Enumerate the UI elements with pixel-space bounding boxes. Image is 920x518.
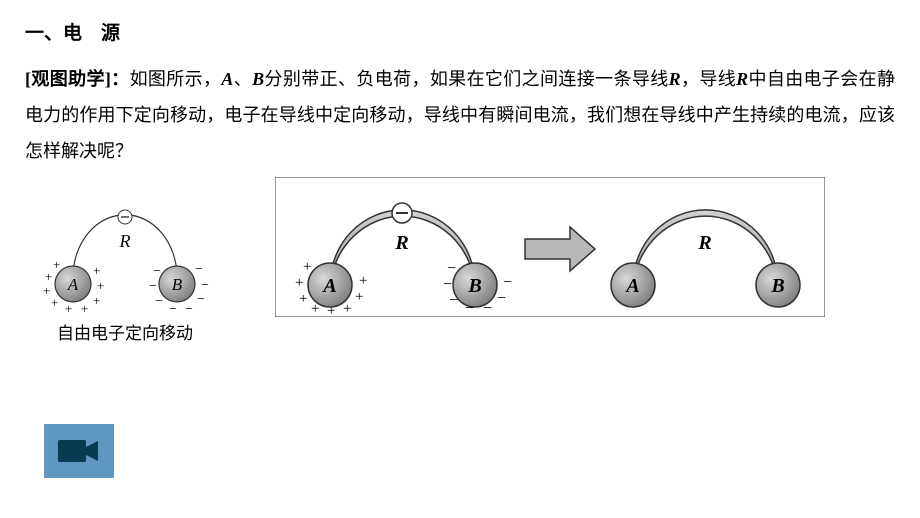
svg-text:−: − xyxy=(153,264,161,279)
svg-text:+: + xyxy=(359,273,367,289)
text-3: ，导线 xyxy=(681,69,736,89)
svg-text:+: + xyxy=(97,278,104,293)
svg-text:−: − xyxy=(497,290,506,307)
svg-text:+: + xyxy=(93,293,100,308)
svg-text:+: + xyxy=(45,269,52,284)
diagram-left: R A + + + + + + + + + B − − − − − − − − xyxy=(25,177,225,344)
svg-text:+: + xyxy=(343,301,351,317)
svg-text:+: + xyxy=(303,259,311,275)
text-1: 如图所示， xyxy=(130,69,222,89)
svg-text:B: B xyxy=(172,275,183,294)
diagram-right: R A + + + + + + + + B − − − − − − − xyxy=(275,177,825,317)
svg-text:A: A xyxy=(321,275,336,297)
svg-text:−: − xyxy=(503,274,512,291)
problem-text: [观图助学]：如图所示，A、B分别带正、负电荷，如果在它们之间连接一条导线R，导… xyxy=(25,61,895,169)
svg-text:−: − xyxy=(195,262,203,277)
svg-text:B: B xyxy=(770,275,784,297)
circuit-diagram-1: R A + + + + + + + + + B − − − − − − − − xyxy=(25,177,225,317)
sep: 、 xyxy=(233,69,252,89)
prompt-label: [观图助学]： xyxy=(25,69,130,89)
video-icon[interactable] xyxy=(44,424,114,478)
svg-text:+: + xyxy=(311,301,319,317)
svg-text:−: − xyxy=(201,278,209,293)
svg-text:−: − xyxy=(483,300,492,317)
svg-text:+: + xyxy=(65,301,72,316)
svg-text:−: − xyxy=(443,276,452,293)
var-a: A xyxy=(221,69,233,89)
svg-text:−: − xyxy=(149,279,157,294)
svg-text:+: + xyxy=(295,275,303,291)
svg-text:A: A xyxy=(67,275,79,294)
svg-text:−: − xyxy=(447,260,456,277)
svg-text:+: + xyxy=(51,295,58,310)
var-b: B xyxy=(252,69,264,89)
camera-icon xyxy=(58,438,100,464)
svg-text:+: + xyxy=(327,303,335,317)
svg-text:R: R xyxy=(394,232,408,254)
svg-text:+: + xyxy=(355,289,363,305)
circuit-diagram-2: R A + + + + + + + + B − − − − − − − xyxy=(275,177,825,317)
svg-text:+: + xyxy=(43,283,50,298)
diagram-row: R A + + + + + + + + + B − − − − − − − − xyxy=(25,177,895,344)
svg-text:−: − xyxy=(449,292,458,309)
svg-text:−: − xyxy=(197,292,205,307)
svg-text:A: A xyxy=(624,275,639,297)
svg-text:+: + xyxy=(93,263,100,278)
var-r-2: R xyxy=(736,69,748,89)
diagram-caption: 自由电子定向移动 xyxy=(25,319,225,344)
svg-text:−: − xyxy=(465,300,474,317)
text-2: 分别带正、负电荷，如果在它们之间连接一条导线 xyxy=(264,69,668,89)
svg-text:R: R xyxy=(697,232,711,254)
svg-text:+: + xyxy=(81,301,88,316)
svg-text:−: − xyxy=(169,302,177,317)
svg-text:B: B xyxy=(467,275,481,297)
svg-text:−: − xyxy=(155,294,163,309)
svg-text:+: + xyxy=(299,291,307,307)
svg-text:−: − xyxy=(185,302,193,317)
section-heading: 一、电 源 xyxy=(25,18,895,45)
svg-text:R: R xyxy=(119,231,131,251)
var-r-1: R xyxy=(669,69,681,89)
svg-text:+: + xyxy=(53,257,60,272)
